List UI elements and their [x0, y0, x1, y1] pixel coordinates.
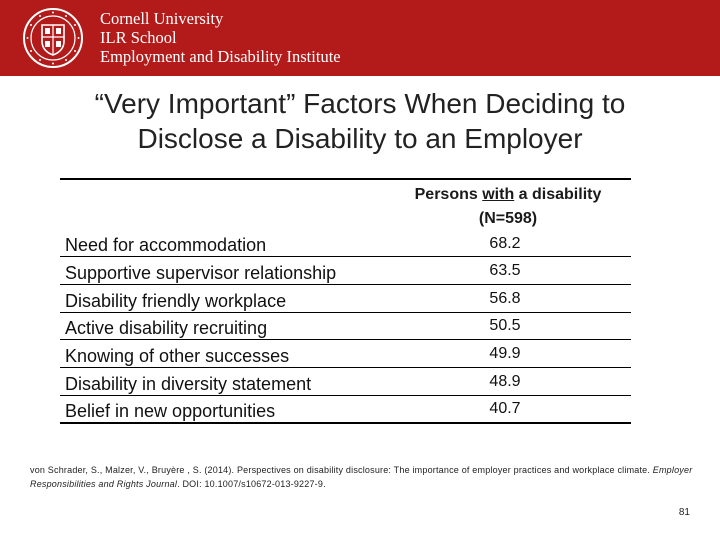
cornell-seal-icon — [23, 8, 83, 68]
row-value: 40.7 — [489, 400, 521, 417]
row-value: 63.5 — [489, 262, 521, 279]
column-header-label: Persons with a disability — [414, 186, 602, 203]
institution-line-1: Cornell University — [100, 9, 224, 28]
row-label: Belief in new opportunities — [65, 401, 276, 421]
column-header-n: (N=598) — [478, 210, 538, 227]
citation: von Schrader, S., Malzer, V., Bruyère , … — [30, 465, 693, 489]
page-number: 81 — [678, 507, 690, 518]
row-label: Disability friendly workplace — [65, 291, 287, 311]
row-label: Supportive supervisor relationship — [65, 263, 337, 283]
row-divider — [60, 284, 631, 285]
row-value: 68.2 — [489, 235, 521, 252]
row-label: Active disability recruiting — [65, 318, 268, 338]
column-header: Persons with a disability (N=598) — [390, 183, 626, 231]
table-top-rule — [60, 178, 631, 180]
header-banner: Cornell University ILR School Employment… — [0, 0, 720, 76]
row-divider — [60, 312, 631, 313]
institution-name: Cornell University ILR School Employment… — [100, 9, 341, 66]
row-value: 50.5 — [489, 317, 521, 334]
row-value: 56.8 — [489, 290, 521, 307]
institution-line-3: Employment and Disability Institute — [100, 47, 341, 66]
row-divider — [60, 339, 631, 340]
row-label: Need for accommodation — [65, 235, 267, 255]
institution-line-2: ILR School — [100, 28, 177, 47]
row-label: Disability in diversity statement — [65, 374, 312, 394]
table-bottom-rule — [60, 422, 631, 424]
row-value: 49.9 — [489, 345, 521, 362]
row-divider — [60, 367, 631, 368]
row-divider — [60, 395, 631, 396]
citation-journal: Employer Responsibilities and Rights Jou… — [30, 465, 693, 489]
row-label: Knowing of other successes — [65, 346, 290, 366]
slide-title-line-1: “Very Important” Factors When Deciding t… — [94, 88, 626, 119]
column-header-emphasis: with — [482, 186, 515, 203]
row-value: 48.9 — [489, 373, 521, 390]
row-divider — [60, 256, 631, 257]
slide-title-line-2: Disclose a Disability to an Employer — [137, 123, 583, 154]
slide-title: “Very Important” Factors When Deciding t… — [0, 86, 720, 156]
